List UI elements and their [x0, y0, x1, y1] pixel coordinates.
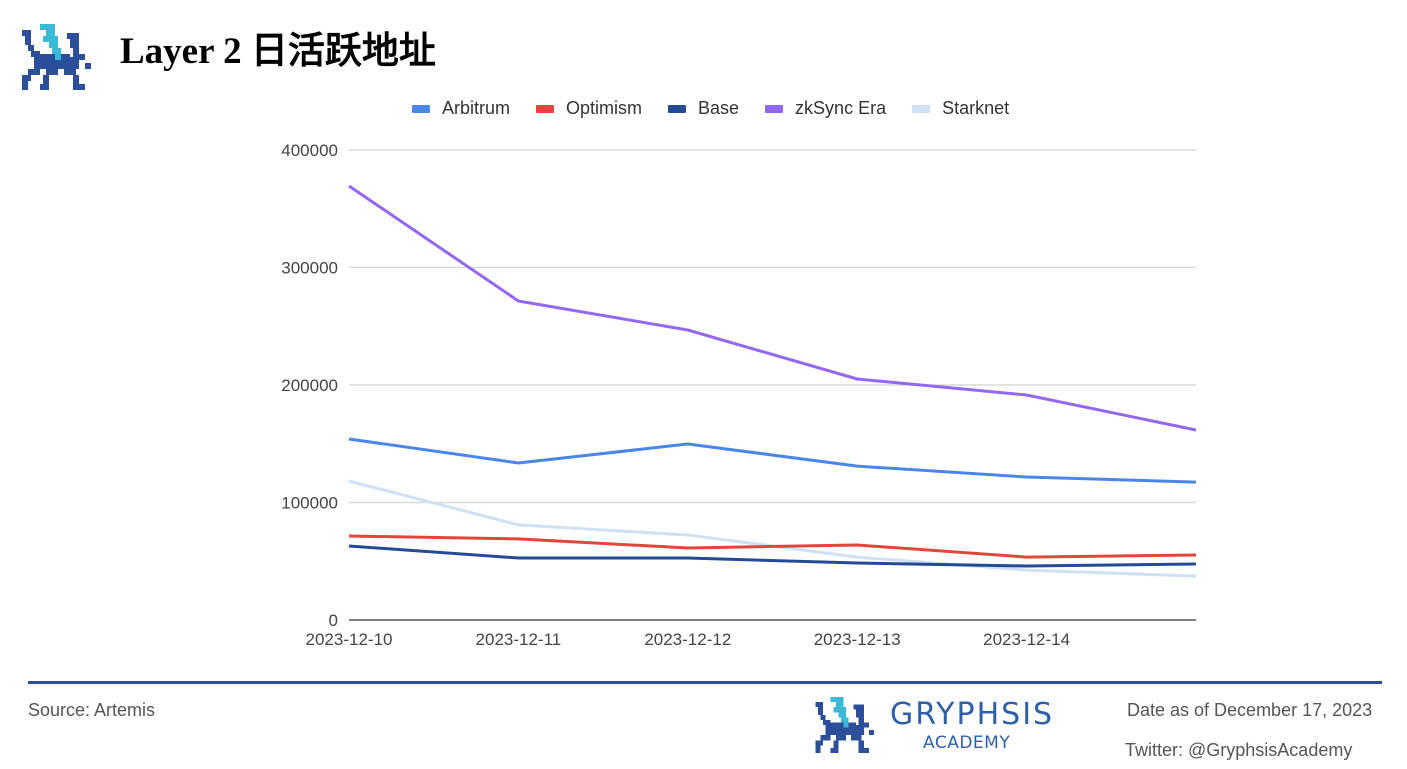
chart-series-lines [348, 184, 1197, 578]
chart-gridlines [349, 149, 1196, 621]
y-tick-label: 0 [329, 611, 338, 630]
footer-divider [28, 681, 1382, 684]
legend-item-base[interactable]: Base [668, 98, 739, 119]
source-note: Source: Artemis [28, 700, 156, 720]
legend-swatch [412, 104, 430, 113]
date-note: Date as of December 17, 2023 [1127, 700, 1373, 720]
x-tick-label: 2023-12-10 [306, 630, 393, 649]
legend-swatch [536, 104, 555, 113]
legend-item-arbitrum[interactable]: Arbitrum [412, 98, 510, 119]
brand-name: GRYPHSIS [890, 697, 1055, 732]
legend-swatch [765, 104, 784, 113]
x-tick-label: 2023-12-11 [476, 630, 562, 649]
x-axis-ticks: 2023-12-10 2023-12-11 2023-12-12 2023-12-13… [306, 630, 1071, 649]
x-tick-label: 2023-12-14 [983, 630, 1070, 649]
y-axis-ticks: 0 100000 200000 300000 400000 [281, 141, 338, 630]
y-tick-label: 100000 [281, 494, 338, 513]
page-title: Layer 2 日活跃地址 [120, 24, 436, 79]
legend-item-optimism[interactable]: Optimism [536, 98, 642, 119]
gryphsis-logo-icon [815, 697, 874, 753]
title-latin: Layer 2 [120, 31, 251, 72]
title-cjk: 日活跃地址 [250, 29, 436, 72]
legend-item-starknet[interactable]: Starknet [912, 98, 1009, 119]
legend-label: Starknet [942, 98, 1010, 118]
series-line-zksync-era[interactable] [348, 184, 1197, 432]
chart-legend: Arbitrum Optimism Base zkSync Era Starkn… [412, 98, 1035, 119]
legend-swatch [912, 104, 931, 113]
twitter-handle: Twitter: @GryphsisAcademy [1125, 740, 1353, 760]
y-tick-label: 300000 [281, 259, 338, 278]
gryphsis-logo-icon [22, 24, 94, 90]
series-line-optimism[interactable] [348, 534, 1197, 559]
legend-label: Optimism [566, 98, 643, 118]
brand-subtitle: ACADEMY [923, 733, 1011, 753]
legend-label: zkSync Era [795, 98, 887, 118]
gryphsis-academy-brand: GRYPHSIS ACADEMY [815, 695, 1065, 755]
legend-item-zksync-era[interactable]: zkSync Era [765, 98, 886, 119]
series-line-base[interactable] [348, 544, 1197, 568]
y-tick-label: 400000 [281, 141, 338, 160]
legend-label: Base [698, 98, 740, 118]
legend-swatch [668, 104, 687, 113]
legend-label: Arbitrum [442, 98, 511, 118]
x-tick-label: 2023-12-13 [814, 630, 901, 649]
x-tick-label: 2023-12-12 [644, 630, 731, 649]
series-line-arbitrum[interactable] [348, 437, 1197, 484]
y-tick-label: 200000 [281, 376, 338, 395]
